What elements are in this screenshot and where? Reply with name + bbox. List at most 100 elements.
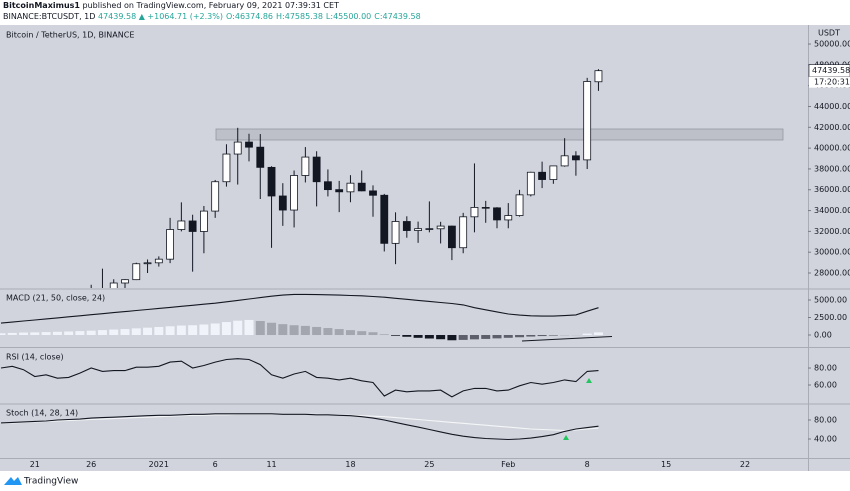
y-tick-label: 38000.00 (814, 164, 850, 173)
candle-body (402, 221, 411, 231)
candle-body (211, 181, 220, 212)
candle-body (380, 194, 389, 244)
candle-body (200, 210, 208, 232)
y-tick-label: 30000.00 (814, 248, 850, 257)
candle-body (493, 207, 501, 221)
candle-body (222, 153, 231, 183)
header-line: BitcoinMaximus1 published on TradingView… (3, 0, 421, 11)
candle-body (481, 207, 490, 209)
ohlc: L:45500.00 (325, 12, 372, 21)
y-tick-label: 44000.00 (814, 102, 850, 111)
candle-body (256, 146, 265, 168)
y-tick-label: 34000.00 (814, 206, 850, 215)
pane-title: Stoch (14, 28, 14) (6, 409, 78, 418)
histogram-bar (41, 332, 51, 336)
histogram-bar (379, 334, 389, 336)
price: 47439.58 (97, 12, 137, 21)
candle-body (594, 70, 603, 83)
candle-body (154, 258, 163, 264)
change: ▲ +1064.71 (+2.3%) (138, 12, 223, 21)
histogram-bar (188, 325, 198, 336)
y-tick-label: 80.00 (814, 364, 837, 373)
histogram-bar (75, 331, 85, 336)
y-tick-label: 40.00 (814, 435, 837, 444)
candle-body (549, 165, 558, 180)
histogram-bar (413, 335, 423, 338)
histogram-bar (233, 320, 243, 336)
candle-body (391, 221, 400, 244)
candle-body (538, 171, 546, 180)
candle-body (369, 190, 377, 196)
histogram-bar (447, 335, 457, 341)
candle-body (245, 141, 253, 148)
x-tick-label: 6 (213, 460, 218, 469)
y-tick-label: 42000.00 (814, 123, 850, 132)
logo (4, 477, 22, 485)
y-tick-label: 36000.00 (814, 185, 850, 194)
candle-body (132, 263, 141, 281)
candle-body (346, 182, 355, 193)
histogram-bar (0, 333, 6, 336)
histogram-bar (515, 335, 525, 338)
candle-body (583, 81, 592, 161)
indicator-line (0, 413, 599, 441)
x-tick-label: 18 (345, 460, 355, 469)
histogram-bar (176, 325, 186, 336)
ohlc: O:46374.86 (226, 12, 274, 21)
histogram-bar (289, 325, 299, 336)
histogram-bar (278, 324, 288, 336)
histogram-bar (368, 332, 378, 336)
candle-body (301, 156, 310, 176)
histogram-bar (503, 335, 513, 338)
histogram-bar (424, 335, 434, 339)
countdown: 17:20:31 (814, 78, 850, 87)
header: BitcoinMaximus1 published on TradingView… (3, 0, 421, 22)
histogram-bar (143, 327, 153, 336)
chart-title: Bitcoin / TetherUS, 1D, BINANCE (6, 31, 134, 40)
x-tick-label: 8 (585, 460, 590, 469)
histogram-bar (436, 335, 446, 340)
x-tick-label: 11 (266, 460, 276, 469)
histogram-bar (52, 331, 62, 336)
footer-background (0, 471, 850, 491)
histogram-bar (492, 335, 502, 339)
histogram-bar (300, 325, 310, 336)
histogram-bar (210, 323, 220, 336)
histogram-bar (154, 326, 164, 336)
y-tick-label: 32000.00 (814, 227, 850, 236)
indicator-line (0, 293, 599, 324)
y-tick-label: 2500.00 (814, 313, 847, 322)
candle-body (335, 189, 344, 193)
candle-body (459, 216, 468, 249)
histogram-bar (312, 326, 322, 336)
brand: TradingView (23, 477, 78, 487)
indicator-line (0, 358, 599, 398)
candle-body (177, 220, 186, 230)
histogram-bar (255, 321, 265, 336)
candle-body (504, 215, 513, 221)
candle-body (470, 207, 479, 218)
signal-arrow (563, 435, 569, 440)
histogram-bar (244, 319, 254, 336)
candle-body (143, 262, 152, 265)
candle-body (267, 166, 276, 197)
histogram-bar (165, 326, 175, 336)
chart-background (0, 25, 850, 471)
candle-body (448, 225, 456, 249)
histogram-bar (357, 331, 367, 336)
histogram-bar (131, 328, 141, 336)
histogram-bar (323, 328, 333, 336)
currency: USDT (818, 29, 840, 38)
y-tick-label: 0.00 (814, 331, 832, 340)
macd-pane (0, 293, 603, 341)
histogram-bar (593, 332, 603, 336)
author: BitcoinMaximus1 (3, 1, 80, 10)
symbol: BINANCE:BTCUSDT, 1D (3, 12, 96, 21)
histogram-bar (7, 332, 17, 336)
ohlc: C:47439.58 (374, 12, 421, 21)
candle-body (109, 282, 118, 288)
candle-body (278, 195, 287, 211)
histogram-bar (30, 332, 40, 336)
histogram-bar (109, 329, 119, 336)
